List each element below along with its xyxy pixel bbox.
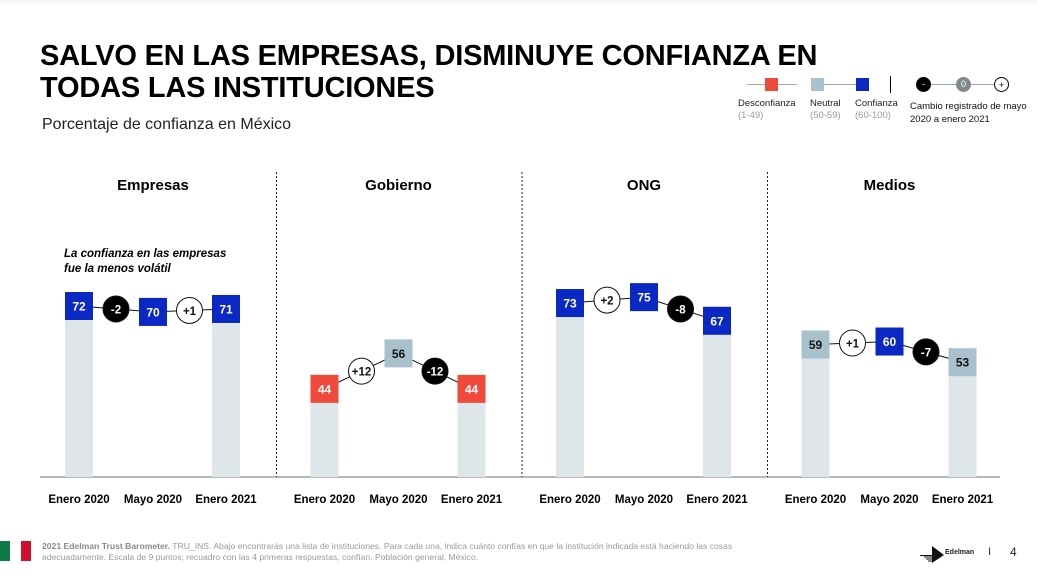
x-tick-label: Mayo 2020 xyxy=(860,494,918,506)
change-circle xyxy=(667,295,694,323)
x-tick-label: Enero 2021 xyxy=(686,494,748,506)
x-tick-label: Enero 2021 xyxy=(195,494,257,506)
change-label: +1 xyxy=(183,306,197,318)
change-label: -2 xyxy=(111,304,121,316)
top-shade xyxy=(0,0,1037,6)
value-label: 70 xyxy=(146,305,160,319)
legend-separator xyxy=(890,76,891,93)
value-box xyxy=(556,289,584,318)
change-circle xyxy=(102,295,130,323)
value-box xyxy=(801,330,830,359)
value-label: 53 xyxy=(956,356,970,370)
subtitle: Porcentaje de confianza en México xyxy=(42,116,292,133)
panel-annotation: La confianza en las empresas xyxy=(64,248,226,260)
panel-title: ONG xyxy=(627,177,661,194)
value-label: 44 xyxy=(465,382,479,396)
footer-separator: I xyxy=(988,546,992,558)
value-label: 56 xyxy=(392,347,406,361)
page-title: SALVO EN LAS EMPRESAS, DISMINUYE CONFIAN… xyxy=(40,40,817,104)
value-box xyxy=(703,306,731,335)
value-label: 44 xyxy=(318,382,332,396)
value-label: 67 xyxy=(710,314,724,328)
panel-title: Medios xyxy=(864,177,916,194)
bar xyxy=(212,294,240,477)
change-label: +12 xyxy=(352,367,372,379)
value-label: 72 xyxy=(72,300,86,314)
bar xyxy=(556,289,584,477)
title-line-1: SALVO EN LAS EMPRESAS, DISMINUYE CONFIAN… xyxy=(40,40,818,72)
value-box xyxy=(948,348,977,377)
value-box xyxy=(212,294,240,323)
change-circle xyxy=(593,286,621,314)
change-circle xyxy=(912,338,940,366)
legend-negative-change-icon: - xyxy=(916,77,931,92)
change-circle xyxy=(176,296,203,324)
panel-annotation: fue la menos volátil xyxy=(64,263,172,275)
change-circle xyxy=(348,357,375,385)
change-label: -7 xyxy=(921,347,931,359)
value-box xyxy=(630,283,658,312)
bar xyxy=(703,306,731,477)
value-box xyxy=(65,292,93,320)
legend-no-change-icon: 0 xyxy=(956,77,971,92)
value-label: 59 xyxy=(809,338,823,352)
legend: Desconfianza (1-49) Neutral (50-59) Conf… xyxy=(730,74,1037,134)
legend-change-label: Cambio registrado de mayo 2020 a enero 2… xyxy=(910,101,1027,125)
value-label: 60 xyxy=(883,335,897,349)
legend-swatch-confianza xyxy=(856,78,869,91)
value-box xyxy=(384,339,413,368)
title-line-2: TODAS LAS INSTITUCIONES xyxy=(40,72,435,104)
page-number: 4 xyxy=(1010,545,1017,559)
value-box xyxy=(457,374,486,403)
x-tick-label: Mayo 2020 xyxy=(615,494,673,506)
x-tick-label: Enero 2020 xyxy=(539,494,600,506)
change-circle xyxy=(839,329,866,357)
x-tick-label: Mayo 2020 xyxy=(124,494,182,506)
legend-label-desconfianza: Desconfianza (1-49) xyxy=(738,98,796,121)
source-note: 2021 Edelman Trust Barometer. TRU_INS. A… xyxy=(42,541,733,562)
legend-connector xyxy=(822,84,862,85)
legend-swatch-desconfianza xyxy=(765,78,778,91)
panel-title: Empresas xyxy=(117,177,189,194)
edelman-logo-icon xyxy=(920,546,944,563)
change-circle xyxy=(421,357,449,385)
x-tick-label: Enero 2020 xyxy=(785,494,846,506)
value-box xyxy=(310,374,339,403)
legend-swatch-neutral xyxy=(811,78,824,91)
mexico-flag-icon xyxy=(0,541,31,561)
change-label: -12 xyxy=(427,367,444,379)
value-box xyxy=(875,327,904,356)
brand-name: Edelman xyxy=(945,549,975,556)
change-label: +1 xyxy=(846,339,860,351)
x-tick-label: Enero 2020 xyxy=(294,494,355,506)
change-label: +2 xyxy=(600,296,613,308)
legend-label-confianza: Confianza (60-100) xyxy=(855,98,898,121)
x-tick-label: Enero 2021 xyxy=(441,494,503,506)
value-label: 71 xyxy=(219,302,233,316)
panel-title: Gobierno xyxy=(365,177,432,194)
value-label: 75 xyxy=(637,291,651,305)
x-tick-label: Mayo 2020 xyxy=(369,494,427,506)
change-label: -8 xyxy=(675,304,686,316)
value-label: 73 xyxy=(563,297,577,311)
value-box xyxy=(139,297,167,326)
legend-label-neutral: Neutral (50-59) xyxy=(810,98,841,121)
bar xyxy=(65,292,93,477)
x-tick-label: Enero 2020 xyxy=(48,494,109,506)
x-tick-label: Enero 2021 xyxy=(932,494,994,506)
legend-positive-change-icon: + xyxy=(994,77,1009,92)
